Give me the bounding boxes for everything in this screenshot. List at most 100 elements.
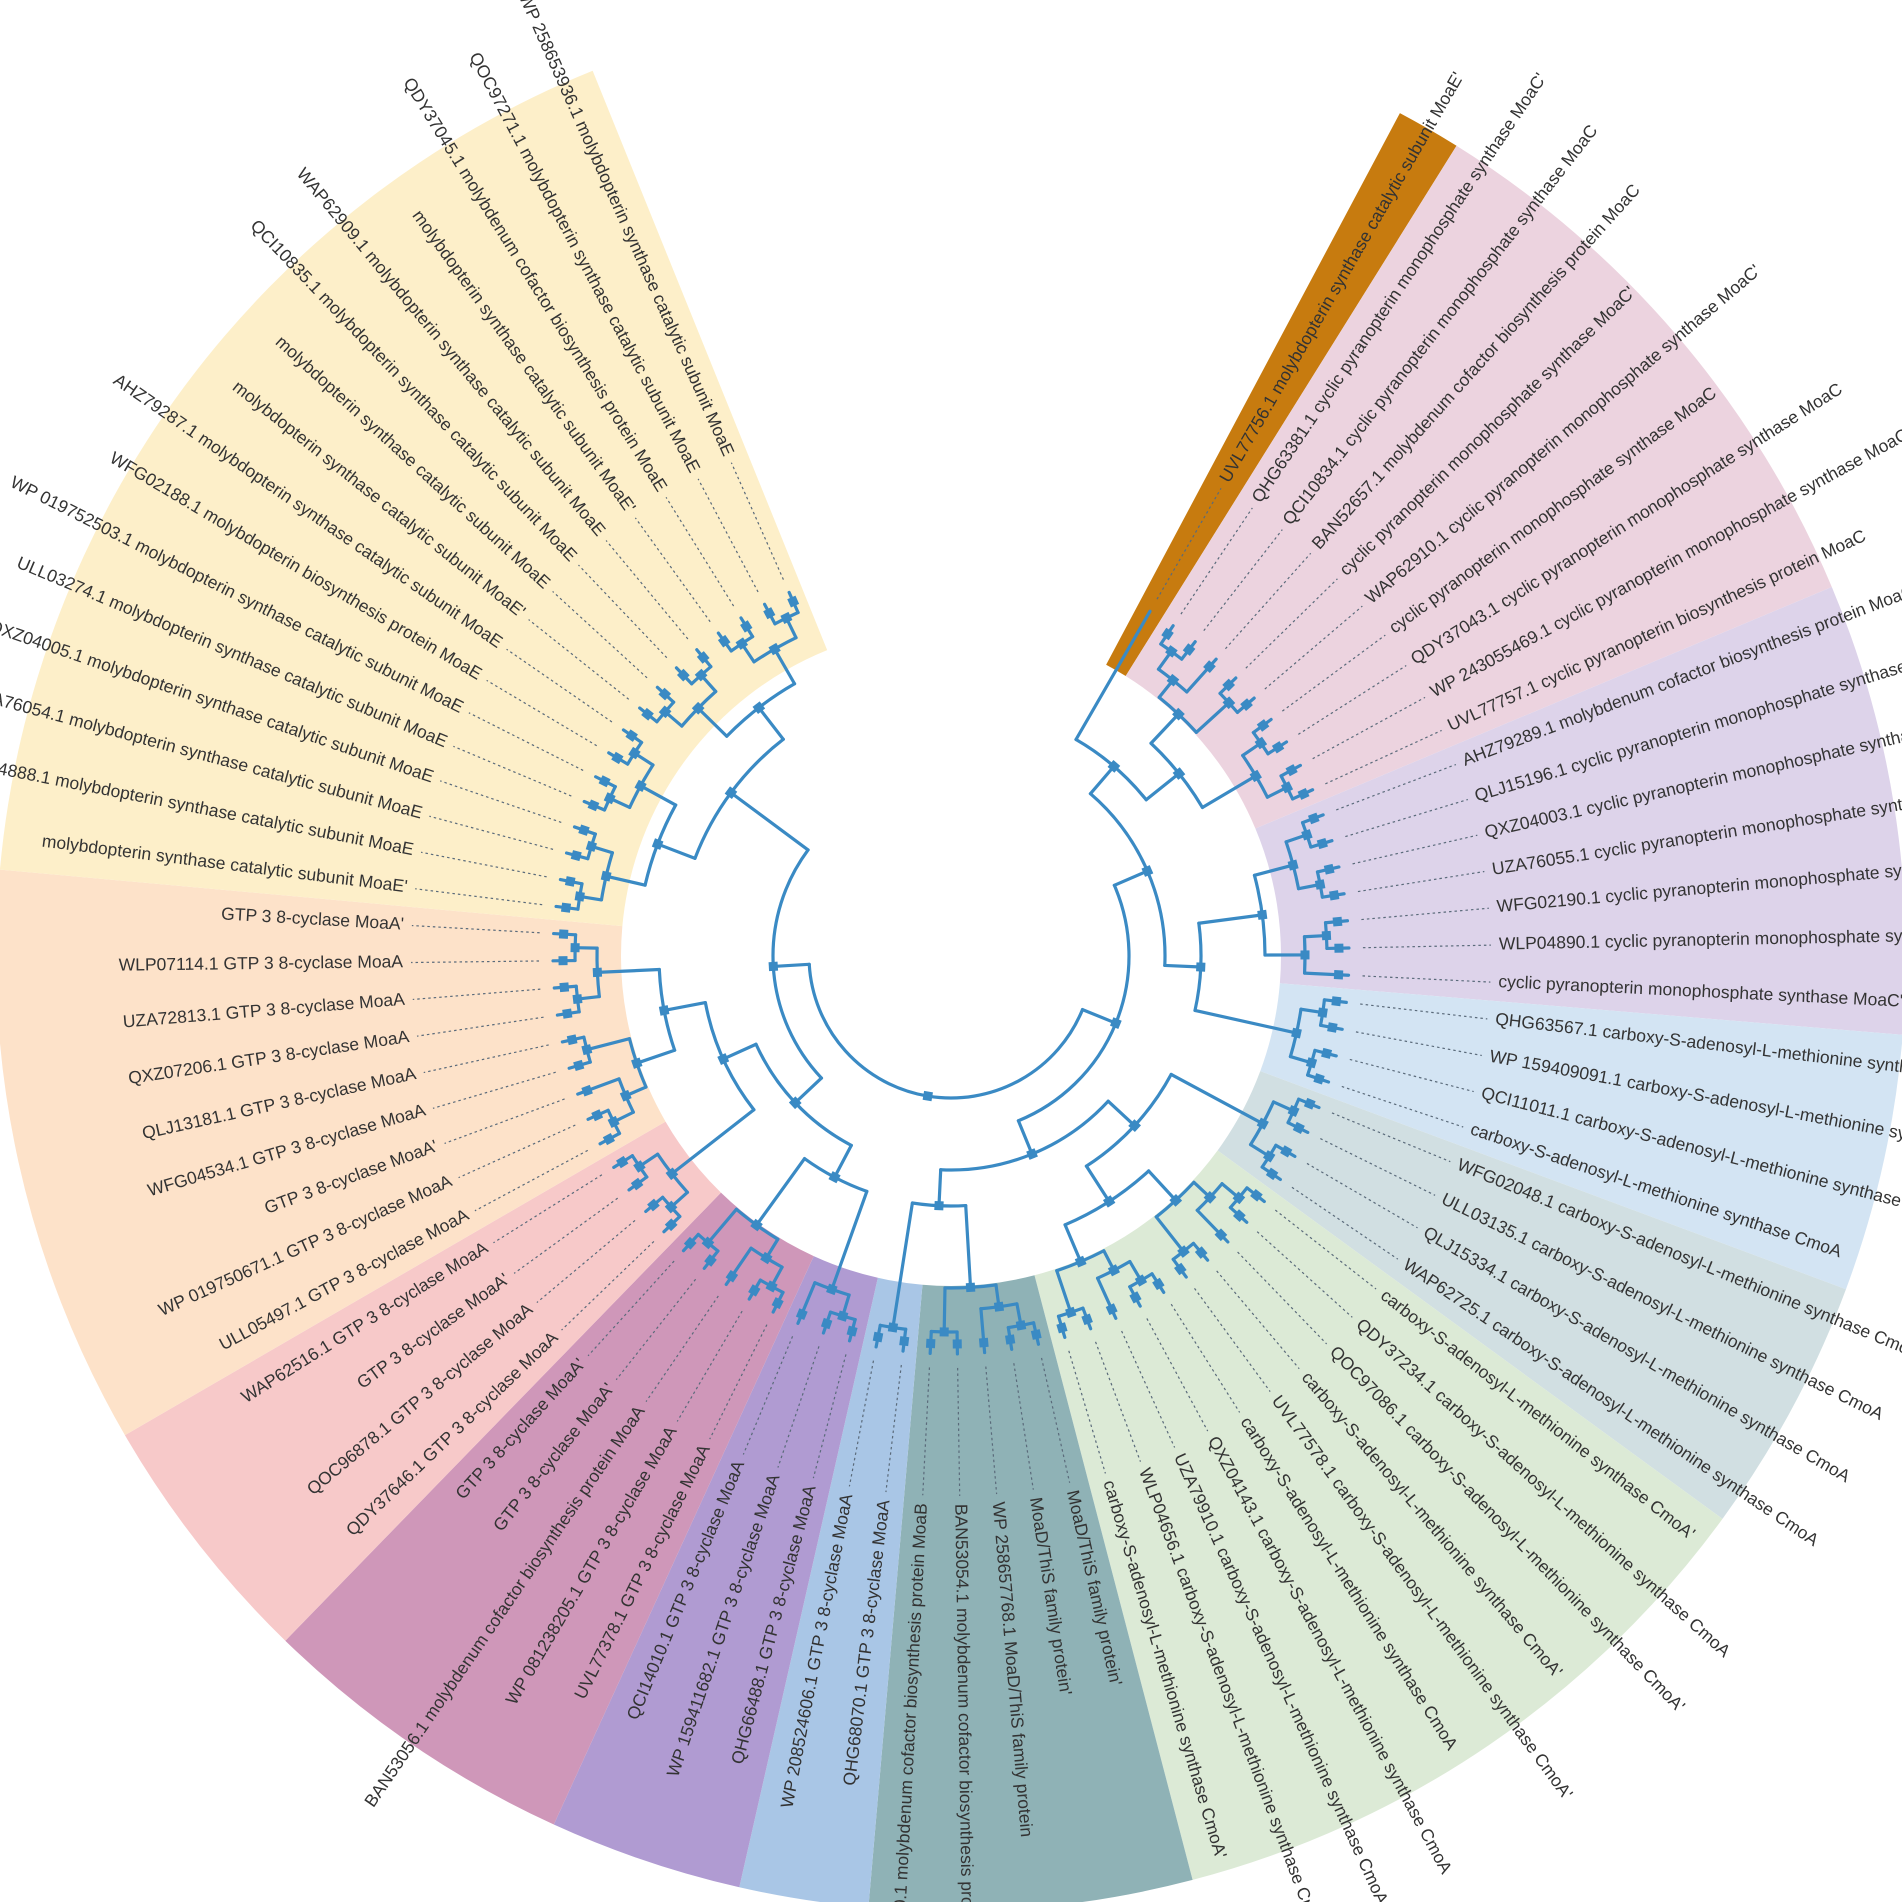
leaf-leader-line [486, 679, 598, 747]
leaf-leader-line [1224, 552, 1312, 650]
tree-node [1152, 1277, 1165, 1291]
leaf-leader-line [453, 745, 572, 797]
tree-node [658, 1005, 670, 1016]
tree-branch [1200, 774, 1258, 810]
tree-node [591, 1109, 604, 1122]
tree-node [1334, 943, 1344, 953]
tree-node [611, 751, 624, 765]
tree-node [934, 1200, 944, 1211]
tree-branch [1055, 1269, 1073, 1315]
tree-node [1232, 1191, 1246, 1205]
leaf-leader-lines [411, 462, 1491, 1496]
tree-branch [832, 1143, 853, 1179]
tree-branch [585, 1037, 632, 1052]
tree-branch [937, 1168, 943, 1208]
tree-node [724, 786, 738, 800]
tree-node [634, 779, 647, 792]
leaf-leader-line [1146, 1318, 1209, 1432]
tree-node [1303, 1097, 1316, 1110]
leaf-leader-line [458, 1124, 576, 1179]
tree-node [696, 651, 710, 664]
tree-node [765, 1280, 778, 1293]
tree-node [826, 1283, 838, 1296]
tree-branch [1106, 1099, 1137, 1128]
leaf-leader-line [1312, 696, 1426, 760]
leaf-leader-line [468, 712, 584, 771]
leaf-leader-line [1331, 1112, 1451, 1163]
tree-node [651, 838, 664, 850]
tree-node [1166, 673, 1180, 687]
tree-node [1300, 950, 1310, 960]
tree-node [691, 701, 705, 715]
tree-node [1333, 970, 1344, 980]
tree-node [837, 1310, 849, 1322]
leaf-leader-line [615, 1278, 697, 1381]
tree-node [701, 1236, 715, 1250]
tree-node [717, 1053, 730, 1066]
clade-sector-cmoa-3 [1034, 1150, 1723, 1880]
clade-sector-cmoa-1 [1260, 983, 1902, 1290]
tree-branch [604, 874, 647, 887]
leaf-leader-line [412, 988, 541, 1001]
leaf-leader-line [922, 1367, 931, 1496]
tree-node [1015, 1320, 1027, 1331]
tree-node [788, 1096, 802, 1110]
leaf-leader-line [742, 1336, 794, 1455]
leaf-leader-line [1216, 1270, 1300, 1370]
tree-branch [1112, 869, 1149, 887]
leaf-leader-line [416, 1016, 544, 1037]
tree-node [1281, 781, 1294, 794]
leaf-leader-line [1264, 605, 1363, 690]
tree-node [574, 891, 585, 902]
clade-sector-moaa-3 [285, 1192, 814, 1825]
tree-node [787, 595, 800, 608]
leaf-leader-line [1349, 1058, 1474, 1093]
tree-branch [1080, 1007, 1118, 1025]
leaf-leader-line [1245, 578, 1338, 669]
tree-node [566, 1034, 578, 1046]
leaf-leader-line [444, 1098, 565, 1144]
leaf-leader-line [1291, 1186, 1399, 1260]
tree-branch [635, 1048, 677, 1065]
leaf-leader-line [885, 1364, 902, 1493]
tree-node [1265, 1167, 1279, 1181]
tree-node [1102, 1195, 1116, 1208]
tree-branch [1252, 863, 1295, 877]
tree-node [1081, 1313, 1093, 1326]
tree-node [1128, 1119, 1141, 1133]
tree-node [1107, 1264, 1120, 1277]
tree-branch [830, 1189, 869, 1291]
leaf-leader-line [697, 478, 759, 593]
tree-node [592, 967, 603, 978]
tree-node [1317, 1007, 1328, 1018]
leaf-leader-line [1298, 665, 1407, 735]
tree-node [1327, 1022, 1338, 1033]
tree-node [616, 1155, 629, 1169]
tree-node [1313, 1073, 1325, 1085]
tree-node [641, 707, 654, 721]
tree-node [1287, 1105, 1300, 1117]
tree-branch-arc [807, 962, 1085, 1100]
tree-node [752, 701, 766, 714]
tree-node [573, 1059, 585, 1072]
tree-node [1257, 909, 1268, 920]
tree-node [795, 1308, 808, 1321]
tree-node [1105, 1303, 1118, 1316]
tree-node [1250, 1188, 1263, 1202]
tree-node [1134, 1274, 1148, 1287]
leaf-leader-line [665, 496, 735, 607]
leaf-leader-line [1360, 1003, 1488, 1020]
tree-node [1232, 1209, 1246, 1222]
leaf-leader-line [1156, 488, 1222, 600]
leaf-leader-line [777, 1346, 820, 1468]
tree-branch [1084, 1164, 1111, 1204]
tree-node [598, 775, 611, 788]
clade-background-sectors [0, 70, 1902, 1902]
tree-node [602, 1132, 615, 1146]
tree-node [704, 1254, 717, 1267]
tree-node [1292, 1121, 1305, 1134]
tree-node [993, 1301, 1005, 1312]
tree-node [1141, 865, 1154, 877]
tree-node [630, 1177, 644, 1191]
tree-node [562, 1008, 573, 1019]
